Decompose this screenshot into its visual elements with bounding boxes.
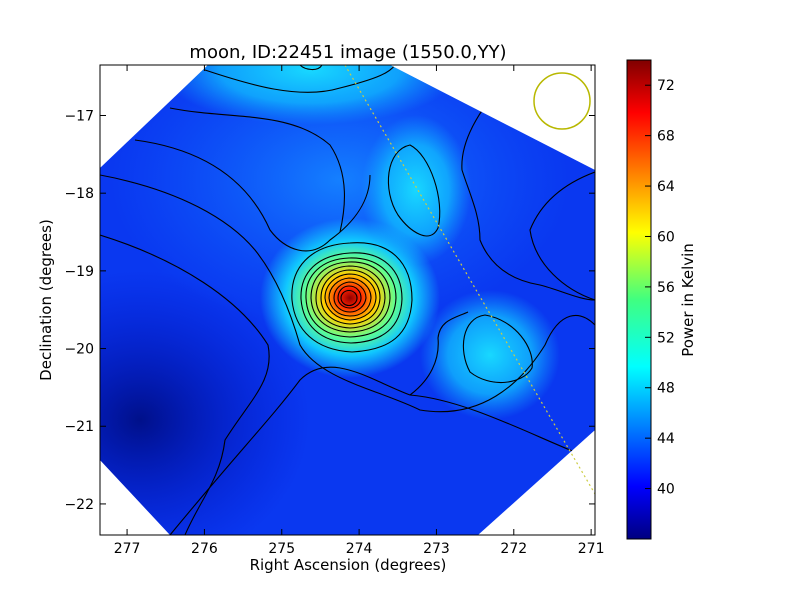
heatmap-field: [100, 65, 595, 535]
x-tick-label: 274: [346, 541, 373, 557]
contour-line: [337, 285, 362, 309]
colorbar-label: Power in Kelvin: [679, 243, 697, 357]
x-tick-label: 275: [268, 541, 295, 557]
contour-line: [100, 174, 595, 413]
x-axis: 277 276 275 274 273 272 271: [114, 65, 605, 557]
contour-line: [529, 171, 595, 301]
contour-line: [100, 234, 270, 535]
contour-line: [409, 311, 469, 396]
contour-line: [204, 65, 396, 93]
contour-line: [300, 252, 403, 344]
y-tick-label: −22: [64, 497, 94, 513]
y-axis-label: Declination (degrees): [37, 219, 55, 381]
y-tick-label: −20: [64, 342, 94, 358]
beam-circle: [533, 72, 591, 130]
x-tick-label: 277: [114, 541, 141, 557]
x-tick-label: 271: [578, 541, 605, 557]
contour-line: [333, 281, 367, 313]
colorbar: [626, 59, 652, 540]
colorbar-tick-label: 52: [657, 330, 675, 346]
y-axis: −17 −18 −19 −20 −21 −22: [64, 108, 595, 513]
colorbar-tick-label: 48: [657, 381, 675, 397]
colorbar-tick-label: 68: [657, 129, 675, 145]
colorbar-tick-label: 64: [657, 179, 675, 195]
moon-peak: [260, 218, 440, 378]
x-axis-label: Right Ascension (degrees): [250, 556, 447, 574]
contour-line: [461, 79, 595, 301]
y-tick-label: −21: [64, 419, 94, 435]
colorbar-axis: 40 44 48 52 56 60 64 68 72: [645, 78, 675, 498]
contour-line: [320, 269, 381, 325]
y-tick-label: −18: [64, 186, 94, 202]
contour-line: [462, 314, 533, 384]
y-tick-label: −17: [64, 108, 94, 124]
contour-line: [387, 144, 441, 237]
colorbar-tick-label: 72: [657, 78, 675, 94]
plot-frame: [99, 64, 596, 536]
x-tick-label: 273: [423, 541, 450, 557]
contour-lines: [100, 65, 595, 535]
colorbar-tick-label: 40: [657, 482, 675, 498]
contour-line: [169, 107, 345, 233]
contour-line: [328, 277, 372, 317]
colorbar-tick-label: 56: [657, 280, 675, 296]
x-tick-label: 272: [500, 541, 527, 557]
contour-line: [324, 273, 377, 321]
chart-title: moon, ID:22451 image (1550.0,YY): [189, 42, 506, 63]
contour-line: [315, 265, 386, 329]
contour-line: [305, 257, 397, 338]
contour-line: [134, 139, 371, 252]
contour-line: [169, 366, 595, 535]
background-minimum: [100, 270, 310, 535]
y-tick-label: −19: [64, 264, 94, 280]
colorbar-tick-label: 60: [657, 229, 675, 245]
contour-line: [299, 65, 323, 71]
contour-line: [291, 242, 413, 353]
colorbar-tick-label: 44: [657, 431, 675, 447]
contour-line: [340, 289, 358, 307]
contour-line: [310, 261, 391, 333]
secondary-maximum-top: [160, 65, 460, 125]
x-tick-label: 276: [191, 541, 218, 557]
secondary-maximum-right: [420, 290, 560, 420]
